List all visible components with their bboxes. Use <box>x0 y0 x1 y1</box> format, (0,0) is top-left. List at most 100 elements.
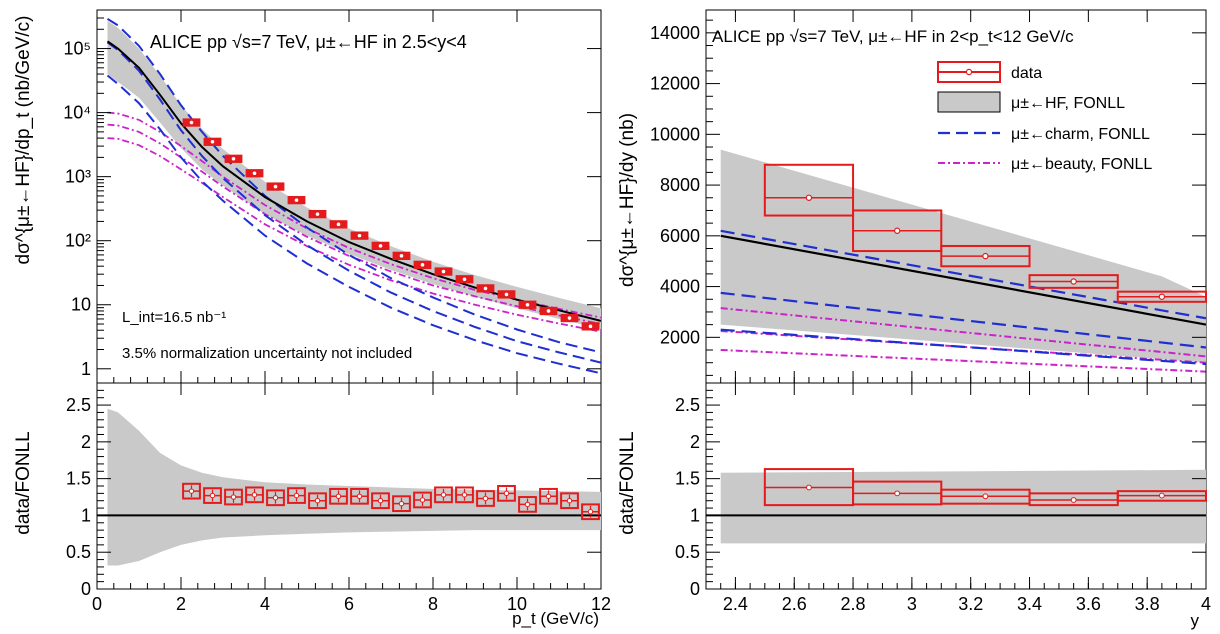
ratio-points <box>182 482 600 521</box>
y-tick-label: 0.5 <box>675 542 700 562</box>
ratio-marker <box>314 498 321 504</box>
data-marker <box>357 233 362 238</box>
charm-curve <box>720 229 1206 320</box>
y-tick-label: 10 <box>71 295 91 315</box>
ratio-uncertainty-band <box>720 469 1206 544</box>
data-marker <box>567 316 572 320</box>
x-tick-label: 4 <box>260 594 270 614</box>
chart-title: ALICE pp √s=7 TeV, μ±←HF in 2<p_t<12 GeV… <box>712 27 1074 46</box>
ratio-marker <box>251 492 258 498</box>
x-tick-label: 3.4 <box>1017 594 1042 614</box>
y-tick-label: 10³ <box>65 167 91 187</box>
ratio-marker <box>503 490 510 497</box>
data-marker <box>893 227 901 234</box>
ratio-marker <box>1158 492 1165 499</box>
ratio-marker <box>398 500 405 507</box>
y-tick-label: 2000 <box>660 327 700 347</box>
y-tick-label: 1 <box>81 359 91 379</box>
data-marker <box>588 324 593 329</box>
ratio-marker <box>209 492 216 499</box>
charm-curve <box>720 328 1206 366</box>
data-marker <box>982 252 989 260</box>
ratio-marker <box>335 493 342 499</box>
y-tick-label: 1 <box>81 505 91 525</box>
panel-y-ratio: 2.4 2.6 2.8 3 3.2 3.4 3.6 3.8 4 0 0.5 1 1.5 2 2.5 data… <box>617 382 1211 630</box>
data-marker <box>378 244 383 248</box>
hf-central-curve <box>720 234 1206 326</box>
y-tick-label: 0.5 <box>66 542 91 562</box>
data-marker <box>441 269 446 274</box>
charm-curve <box>106 18 601 354</box>
legend-item-hf: μ±←HF, FONLL <box>937 91 1125 113</box>
y-tick-label: 10⁵ <box>64 39 91 59</box>
fonll-curves <box>720 229 1206 373</box>
ratio-marker <box>356 493 363 499</box>
data-marker <box>504 292 509 297</box>
x-tick-label: 4 <box>1201 594 1211 614</box>
ratio-marker <box>272 495 279 501</box>
y-tick-label: 2 <box>690 432 700 452</box>
ratio-marker <box>482 495 489 502</box>
data-marker <box>525 302 530 307</box>
x-tick-label: 3.8 <box>1135 594 1160 614</box>
axes: 2000 4000 6000 8000 10000 12000 14000 <box>650 10 1207 383</box>
ratio-band-area <box>107 408 601 566</box>
y-tick-label: 0 <box>690 579 700 599</box>
charm-curve <box>106 41 601 364</box>
x-tick-label: 2.4 <box>723 594 748 614</box>
ratio-marker <box>566 498 573 504</box>
y-tick-label: 14000 <box>650 23 700 43</box>
data-marker <box>462 277 467 282</box>
x-axis-label: p_t (GeV/c) <box>512 609 599 628</box>
data-marker <box>210 140 215 144</box>
x-tick-label: 3 <box>907 594 917 614</box>
data-marker <box>546 309 551 313</box>
ratio-marker <box>440 492 447 498</box>
data-marker <box>420 263 425 267</box>
axes: 0 2 4 6 8 10 12 0 0.5 1 1.5 2 2.5 <box>66 383 611 614</box>
legend-item-data: data <box>937 61 1042 83</box>
y-axis-label: dσ^{μ±←HF}/dp_t (nb/GeV/c) <box>13 15 34 264</box>
x-tick-label: 2.8 <box>841 594 866 614</box>
data-marker <box>336 222 341 227</box>
ratio-uncertainty-band <box>107 408 601 566</box>
y-tick-label: 1.5 <box>66 469 91 489</box>
panel-pt-main: 1 10 10² 10³ 10⁴ 10⁵ ALICE pp √s=7 TeV, μ±←HF… <box>13 9 602 384</box>
ratio-marker <box>1070 497 1077 503</box>
chart-title: ALICE pp √s=7 TeV, μ±←HF in 2.5<y<4 <box>150 32 467 52</box>
y-axis-label: dσ^{μ±←HF}/dy (nb) <box>617 113 638 287</box>
data-marker <box>273 184 278 189</box>
legend-label: data <box>1011 65 1042 82</box>
beauty-curve <box>720 307 1206 358</box>
ratio-marker <box>524 501 531 508</box>
y-tick-label: 4000 <box>660 277 700 297</box>
x-tick-label: 3.6 <box>1076 594 1101 614</box>
ratio-marker <box>982 493 989 500</box>
ratio-marker <box>587 509 594 515</box>
legend-item-charm: μ±←charm, FONLL <box>938 126 1150 143</box>
beauty-curve <box>107 123 601 325</box>
data-box <box>763 163 855 217</box>
legend-label: μ±←charm, FONLL <box>1011 126 1150 143</box>
legend-item-beauty: μ±←beauty, FONLL <box>938 156 1152 173</box>
hf-fonll-band-area <box>107 20 601 329</box>
y-tick-label: 2 <box>81 432 91 452</box>
ratio-marker <box>293 492 300 499</box>
y-tick-label: 12000 <box>650 74 700 94</box>
ratio-marker <box>230 494 237 500</box>
ratio-marker <box>419 497 426 503</box>
panel-y-main: 2000 4000 6000 8000 10000 12000 14000 ALICE pp… <box>617 9 1207 384</box>
y-axis-label: data/FONLL <box>617 431 638 535</box>
normalization-annotation: 3.5% normalization uncertainty not inclu… <box>122 345 412 362</box>
x-tick-label: 6 <box>344 594 354 614</box>
y-tick-label: 8000 <box>660 175 700 195</box>
y-tick-label: 1 <box>690 505 700 525</box>
x-tick-label: 10 <box>507 594 527 614</box>
hf-fonll-band <box>107 20 601 329</box>
y-tick-label: 1.5 <box>675 469 700 489</box>
data-marker <box>1070 278 1077 285</box>
beauty-curve <box>720 349 1206 373</box>
data-marker <box>805 194 813 201</box>
x-tick-label: 3.2 <box>958 594 983 614</box>
